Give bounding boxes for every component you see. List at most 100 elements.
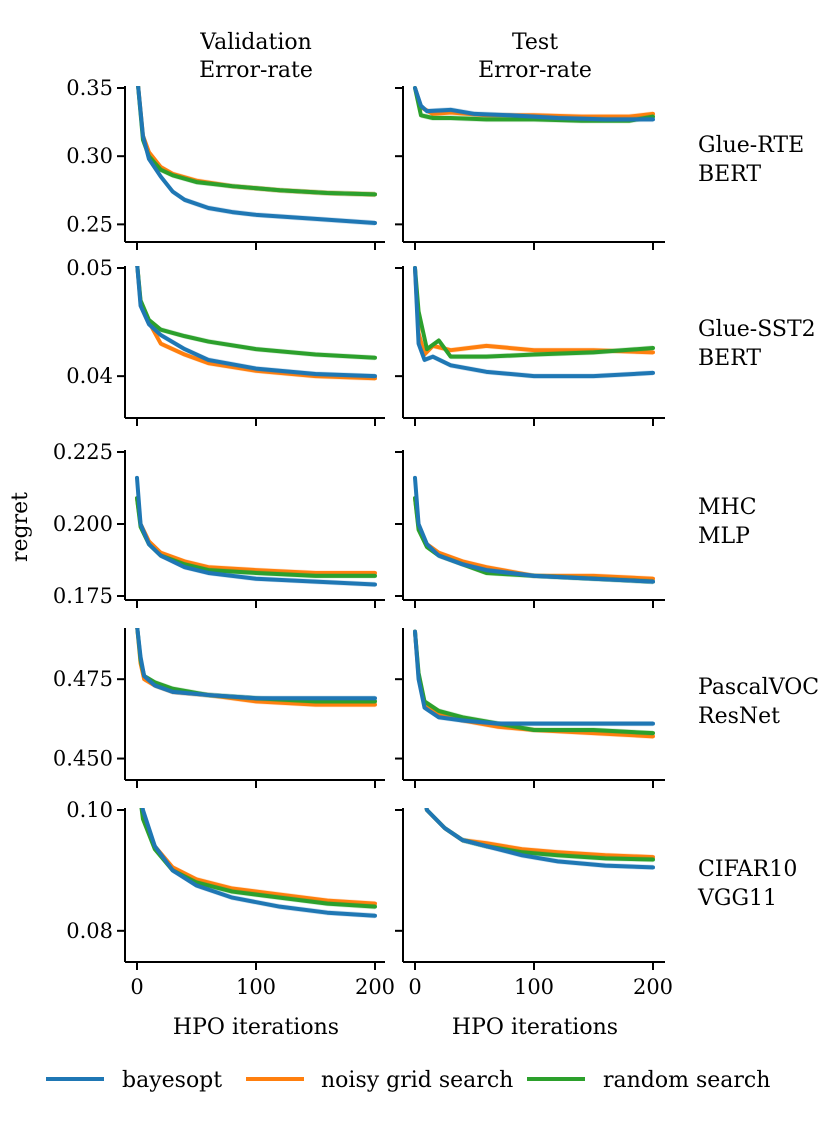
band-random-search-r1-c0 xyxy=(137,266,375,361)
band-random-search-r2-c1 xyxy=(415,495,653,585)
panel-r0-c0: 0.25 0.30 0.35 xyxy=(66,76,385,250)
panel-series-r4-c0 xyxy=(139,808,377,919)
y-tick-label-r2-2: 0.225 xyxy=(53,440,113,464)
line-random-search-r4-c1 xyxy=(424,808,655,862)
y-tick-label-r1-0: 0.04 xyxy=(66,364,113,388)
panel-r4-c0: 0.08 0.10 0 100 200 xyxy=(66,798,395,999)
y-tick-label-r4-0: 0.08 xyxy=(66,919,113,943)
band-noisy-grid-search-r4-c0 xyxy=(141,808,375,907)
y-tick-label-r0-1: 0.30 xyxy=(66,144,113,168)
panel-series-r3-c1 xyxy=(413,628,655,739)
y-tick-label-r2-1: 0.200 xyxy=(53,512,113,536)
panel-r3-c0: 0.450 0.475 xyxy=(53,628,385,788)
line-bayesopt-r3-c0 xyxy=(135,628,377,701)
panel-series-r0-c0 xyxy=(136,86,377,226)
column-titles: Validation Error-rate Test Error-rate xyxy=(199,30,592,83)
panel-series-r4-c1 xyxy=(424,808,655,871)
panel-series-r2-c1 xyxy=(413,475,655,585)
col-title-test-line1: Test xyxy=(512,30,558,55)
line-noisy-grid-search-r1-c1 xyxy=(413,266,655,357)
x-tick-label-c0-0: 0 xyxy=(130,975,143,999)
band-bayesopt-r1-c1 xyxy=(415,266,653,379)
row-labels: Glue-RTE BERT Glue-SST2 BERT MHC MLP Pas… xyxy=(697,133,819,911)
y-tick-label-r3-0: 0.450 xyxy=(53,747,113,771)
band-bayesopt-r1-c0 xyxy=(137,266,375,379)
col-title-validation-line2: Error-rate xyxy=(199,58,313,83)
line-random-search-r2-c1 xyxy=(413,496,655,584)
panel-r2-c0: 0.175 0.200 0.225 xyxy=(53,440,385,608)
panel-r1-c0: 0.04 0.05 xyxy=(66,256,385,426)
panel-series-r1-c0 xyxy=(135,266,377,381)
line-noisy-grid-search-r4-c1 xyxy=(424,808,655,860)
line-bayesopt-r0-c1 xyxy=(413,86,655,122)
line-random-search-r1-c0 xyxy=(135,266,377,360)
line-bayesopt-r4-c1 xyxy=(424,808,655,870)
y-tick-label-r2-0: 0.175 xyxy=(53,584,113,608)
legend: bayesopt noisy grid search random search xyxy=(46,1068,770,1093)
band-noisy-grid-search-r0-c0 xyxy=(137,86,375,198)
band-noisy-grid-search-r4-c1 xyxy=(425,808,653,860)
panel-r2-c1 xyxy=(395,450,665,608)
row-label-cifar10-line1: CIFAR10 xyxy=(698,857,797,882)
x-tick-label-c1-2: 200 xyxy=(633,975,673,999)
plot-panels: 0.25 0.30 0.35 0.04 0.05 0.175 0.200 0.225 0.450… xyxy=(53,76,673,999)
legend-label-bayesopt: bayesopt xyxy=(122,1068,222,1093)
legend-label-random-search: random search xyxy=(603,1068,770,1093)
line-bayesopt-r1-c0 xyxy=(135,266,377,379)
x-tick-label-c1-1: 100 xyxy=(514,975,554,999)
line-random-search-r1-c1 xyxy=(413,266,655,359)
row-label-glue-sst2-line1: Glue-SST2 xyxy=(698,317,816,342)
line-random-search-r0-c0 xyxy=(136,86,377,197)
band-bayesopt-r2-c1 xyxy=(415,475,653,585)
x-axis-label-test: HPO iterations xyxy=(452,1015,618,1040)
y-axis-label: regret xyxy=(8,492,33,562)
col-title-test-line2: Error-rate xyxy=(478,58,592,83)
legend-label-noisy-grid-search: noisy grid search xyxy=(321,1068,513,1093)
y-tick-label-r4-1: 0.10 xyxy=(66,798,113,822)
row-label-mhc-line2: MLP xyxy=(698,524,750,549)
band-noisy-grid-search-r3-c0 xyxy=(137,628,375,708)
band-random-search-r0-c0 xyxy=(137,86,375,198)
line-bayesopt-r2-c1 xyxy=(413,475,655,584)
y-tick-label-r0-2: 0.35 xyxy=(66,76,113,100)
band-random-search-r4-c1 xyxy=(425,808,653,863)
line-bayesopt-r4-c0 xyxy=(140,808,377,918)
band-random-search-r2-c0 xyxy=(137,495,375,579)
line-random-search-r2-c0 xyxy=(135,496,377,578)
panel-series-r2-c0 xyxy=(135,475,377,588)
row-label-pascalvoc-line2: ResNet xyxy=(698,704,780,729)
x-tick-label-c0-1: 100 xyxy=(236,975,276,999)
line-bayesopt-r3-c1 xyxy=(413,629,655,726)
line-noisy-grid-search-r2-c1 xyxy=(413,496,655,581)
line-noisy-grid-search-r4-c0 xyxy=(139,808,377,906)
panel-r4-c1: 0 100 200 xyxy=(395,808,673,999)
line-bayesopt-r1-c1 xyxy=(413,266,655,379)
row-label-glue-rte-line2: BERT xyxy=(698,162,761,187)
panel-series-r0-c1 xyxy=(413,86,655,124)
line-bayesopt-r0-c0 xyxy=(136,86,377,225)
row-label-glue-rte-line1: Glue-RTE xyxy=(698,133,804,158)
panel-r0-c1 xyxy=(395,86,665,250)
line-bayesopt-r2-c0 xyxy=(135,475,377,587)
row-label-glue-sst2-line2: BERT xyxy=(698,346,761,371)
y-tick-label-r0-0: 0.25 xyxy=(66,212,113,236)
x-axis-label-validation: HPO iterations xyxy=(173,1015,339,1040)
y-tick-label-r1-1: 0.05 xyxy=(66,256,113,280)
band-noisy-grid-search-r2-c1 xyxy=(415,495,653,582)
col-title-validation-line1: Validation xyxy=(199,30,312,55)
x-tick-label-c0-2: 200 xyxy=(355,975,395,999)
y-tick-label-r3-1: 0.475 xyxy=(53,667,113,691)
row-label-pascalvoc-line1: PascalVOC xyxy=(698,675,819,700)
row-label-mhc-line1: MHC xyxy=(698,495,757,520)
panel-r1-c1 xyxy=(395,266,665,426)
band-noisy-grid-search-r1-c0 xyxy=(137,266,375,381)
panel-series-r1-c1 xyxy=(413,266,655,379)
line-random-search-r4-c0 xyxy=(139,808,377,909)
x-tick-label-c1-0: 0 xyxy=(408,975,421,999)
line-noisy-grid-search-r1-c0 xyxy=(135,266,377,381)
band-bayesopt-r0-c0 xyxy=(137,86,375,226)
row-label-cifar10-line2: VGG11 xyxy=(697,886,777,911)
band-random-search-r4-c0 xyxy=(141,808,375,910)
panel-r3-c1 xyxy=(395,628,665,788)
